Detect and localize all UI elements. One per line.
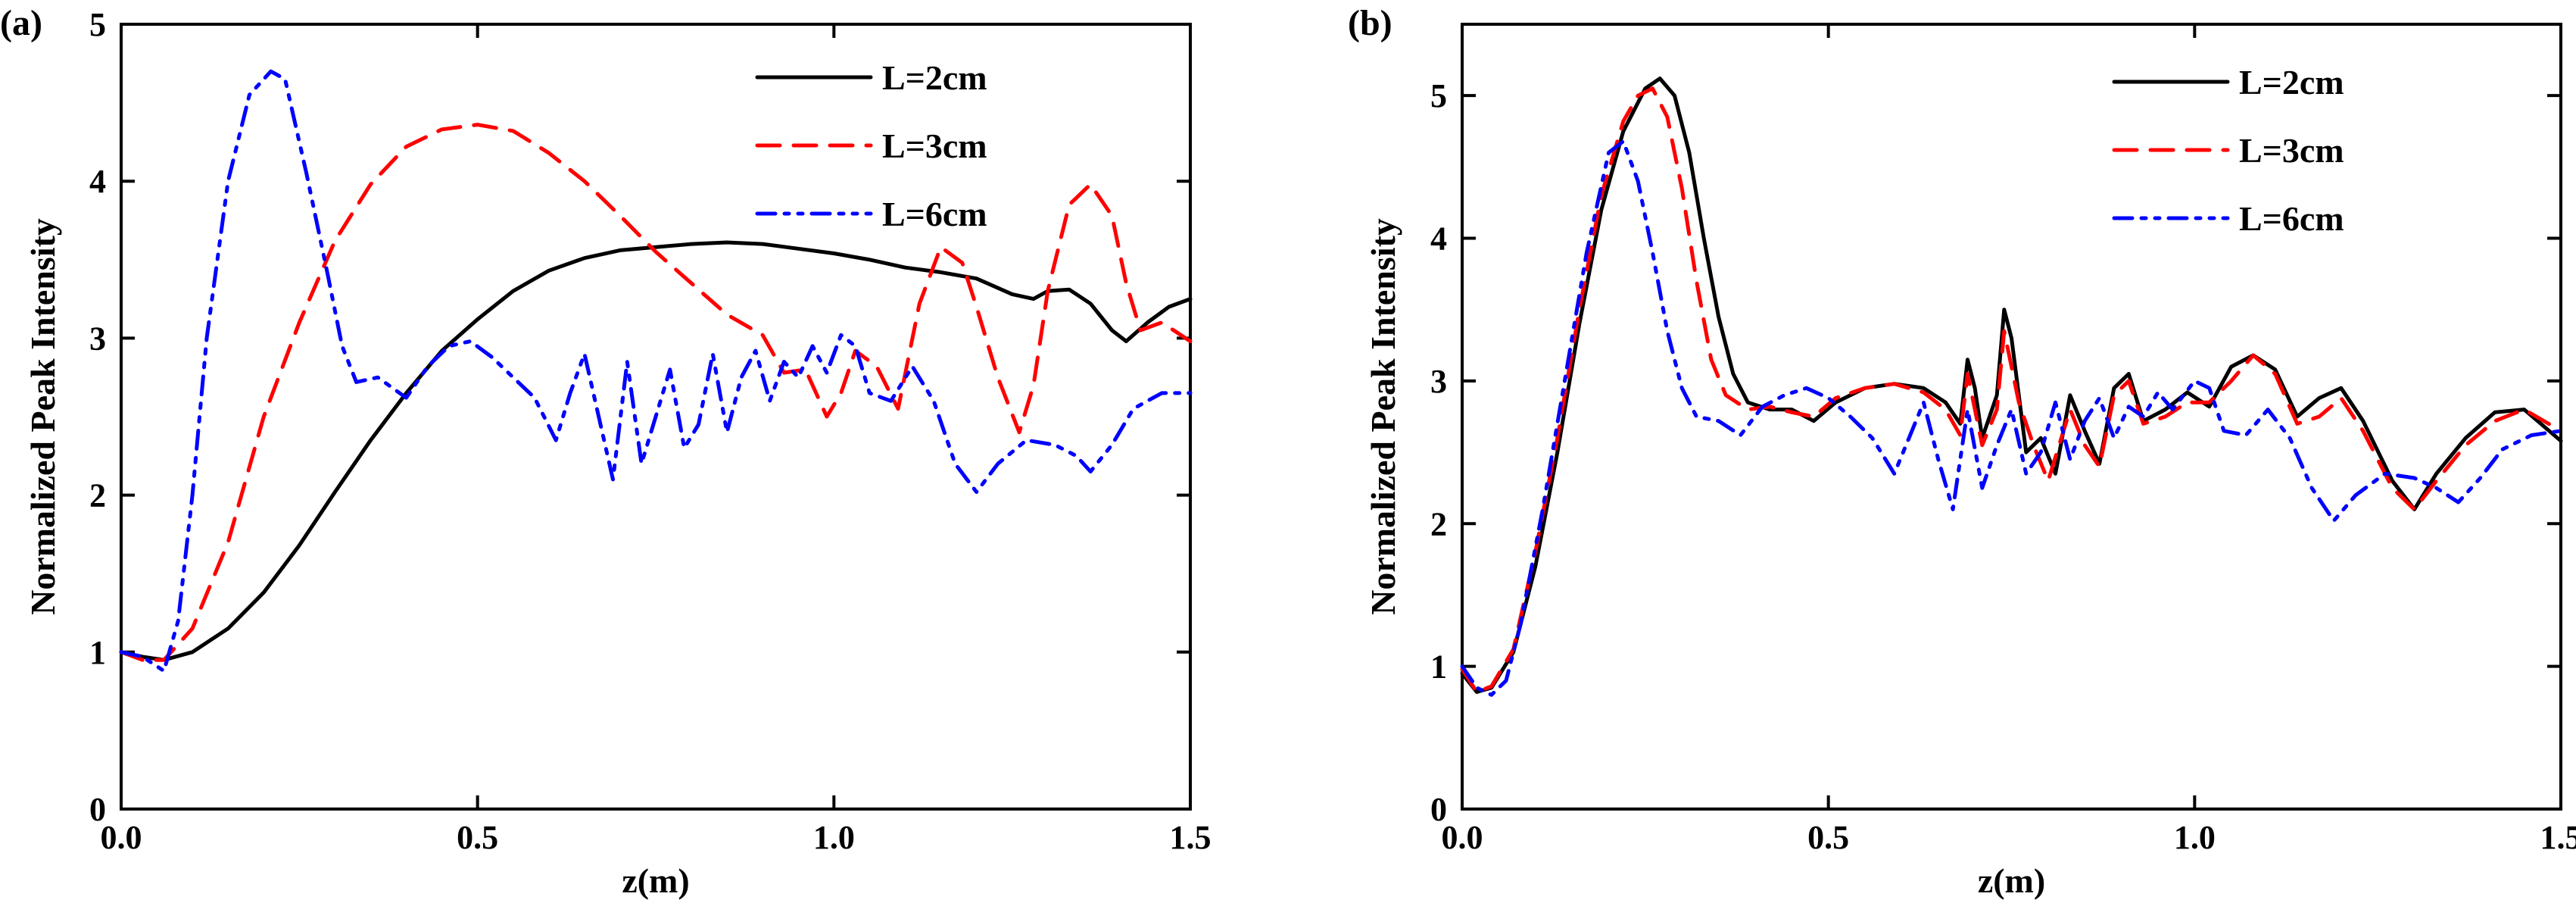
legend-label: L=6cm [2239,199,2344,238]
series-line-l6cm [1460,139,2563,697]
y-tick-label: 2 [89,477,106,514]
plot-frame [1461,23,2562,811]
x-tick-label: 1.5 [2540,819,2576,856]
y-tick-label: 5 [1430,77,1447,114]
plot-frame [120,23,1192,811]
legend-label: L=3cm [2239,131,2344,170]
y-tick-label: 1 [1430,648,1447,686]
y-tick-label: 0 [1430,791,1447,828]
panel-label: (b) [1348,3,1392,43]
legend-label: L=2cm [882,58,987,97]
x-tick-label: 1.0 [813,819,855,856]
y-tick-label: 1 [89,634,106,671]
series-line-l6cm [119,69,1193,673]
x-tick-label: 0.0 [101,819,142,856]
series-line-l3cm [119,123,1193,662]
y-tick-label: 3 [1430,363,1447,400]
x-axis-label: z(m) [1978,861,2045,900]
x-tick-label: 0.5 [457,819,498,856]
series-line-l3cm [1460,86,2563,694]
series-line-l2cm [1460,77,2563,694]
x-tick-label: 1.0 [2174,819,2216,856]
legend-label: L=6cm [882,195,987,233]
y-tick-label: 2 [1430,505,1447,542]
x-axis-label: z(m) [622,861,689,900]
y-axis-label: Normalized Peak Intensity [23,218,62,615]
x-tick-label: 0.0 [1442,819,1483,856]
legend-label: L=2cm [2239,63,2344,102]
y-axis-label: Normalized Peak Intensity [1364,218,1402,615]
y-tick-label: 0 [89,791,106,828]
y-tick-label: 3 [89,320,106,357]
panel-label: (a) [0,3,42,43]
y-tick-label: 4 [89,163,106,200]
x-tick-label: 1.5 [1170,819,1212,856]
series-line-l2cm [119,240,1193,662]
x-tick-label: 0.5 [1807,819,1849,856]
legend-label: L=3cm [882,127,987,165]
y-tick-label: 4 [1430,220,1447,258]
y-tick-label: 5 [89,6,106,43]
